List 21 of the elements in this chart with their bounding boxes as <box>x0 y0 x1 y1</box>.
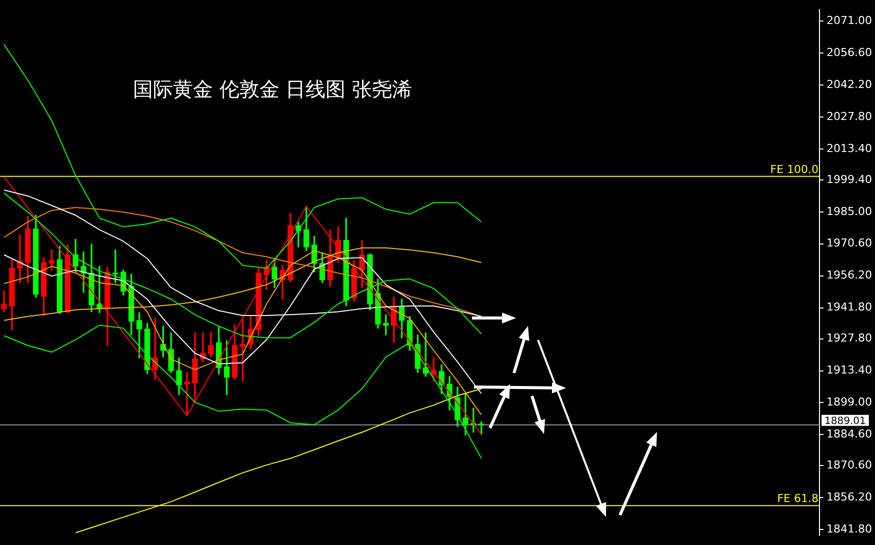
y-tick-label: 1970.60 <box>826 236 872 250</box>
y-tick-label: 2013.40 <box>826 142 872 155</box>
y-tick-label: 2042.20 <box>826 78 872 91</box>
ref-line-label: FE 100.0 <box>770 162 819 176</box>
y-tick-label: 1841.80 <box>826 522 872 536</box>
y-tick-label: 1884.60 <box>826 428 872 441</box>
y-tick-label: 1870.60 <box>826 458 872 472</box>
y-tick-label: 1941.80 <box>826 300 872 314</box>
y-tick-label: 1913.40 <box>826 364 872 377</box>
y-tick-label: 2027.80 <box>826 110 872 123</box>
y-tick-label: 1956.20 <box>826 268 872 282</box>
y-tick-label: 1899.00 <box>826 396 872 409</box>
ref-line-label: FE 61.8 <box>777 492 819 506</box>
y-tick-label: 2056.60 <box>826 46 872 59</box>
text: 国际黄金 伦敦金 日线图 张尧浠 <box>133 76 412 103</box>
y-tick-label: 1927.80 <box>826 332 872 345</box>
y-tick-label: 1999.40 <box>826 172 872 186</box>
y-tick-label: 1985.00 <box>826 204 872 218</box>
ref-line-label: 1889.01 <box>824 416 866 427</box>
y-tick-label: 1856.20 <box>826 490 872 504</box>
y-tick-label: 2071.00 <box>826 14 872 27</box>
